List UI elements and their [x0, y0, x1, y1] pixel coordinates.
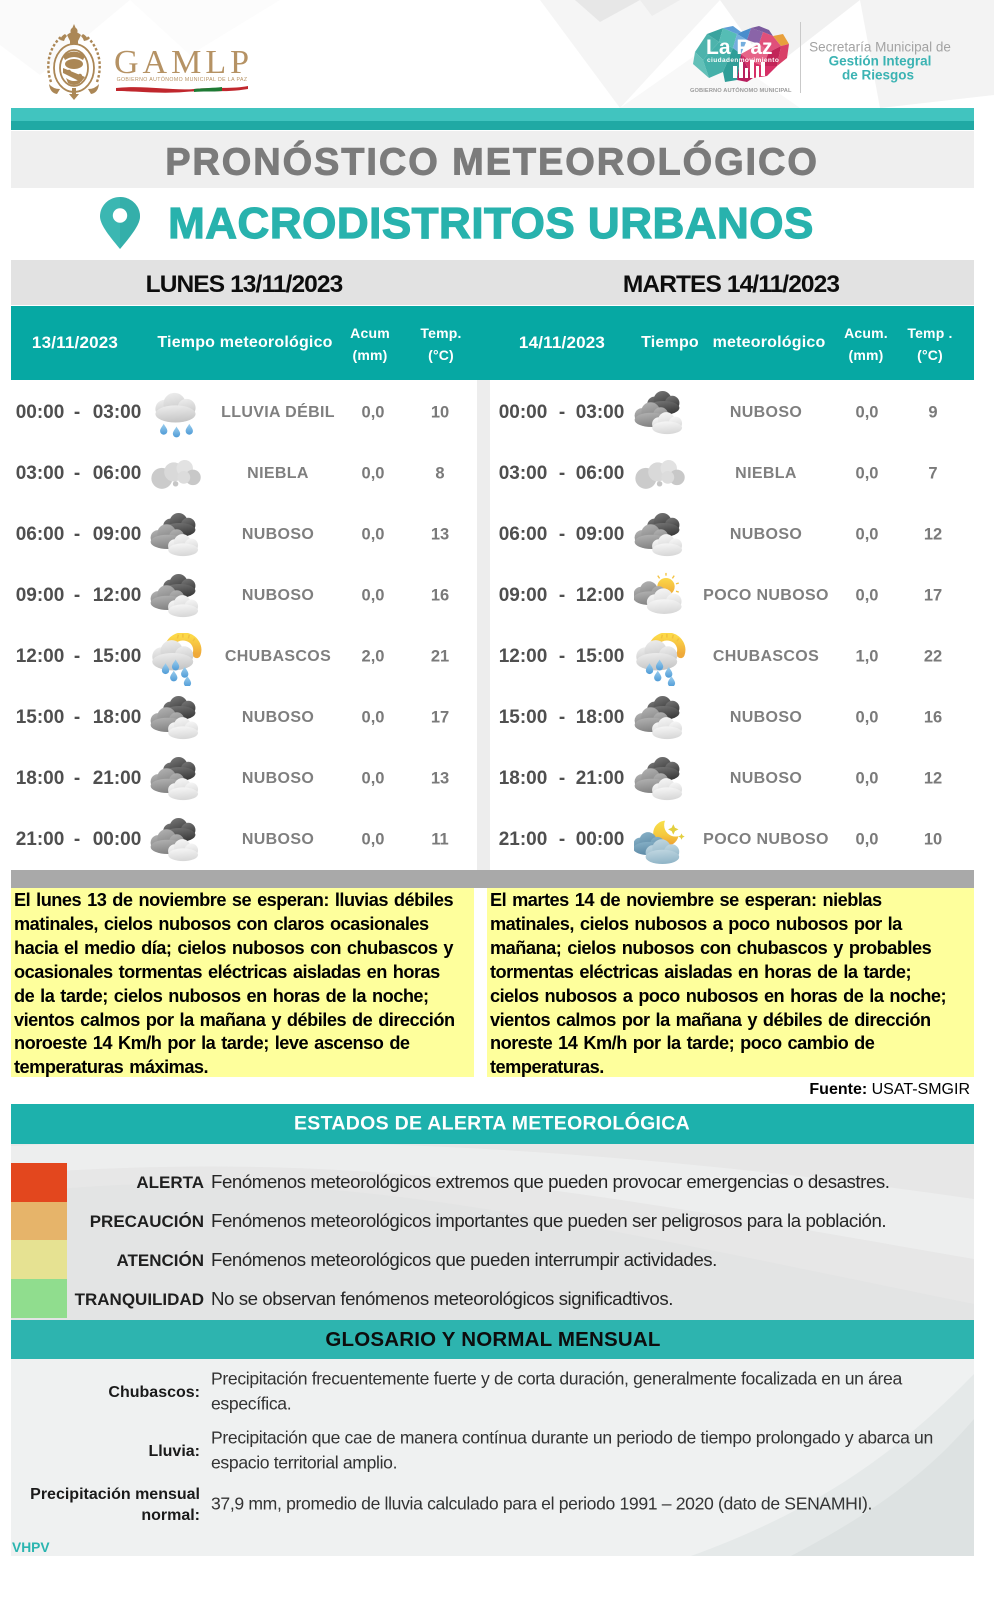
svg-text:ciudadenmovimiento: ciudadenmovimiento — [707, 57, 779, 64]
svg-text:La Paz: La Paz — [706, 36, 773, 59]
